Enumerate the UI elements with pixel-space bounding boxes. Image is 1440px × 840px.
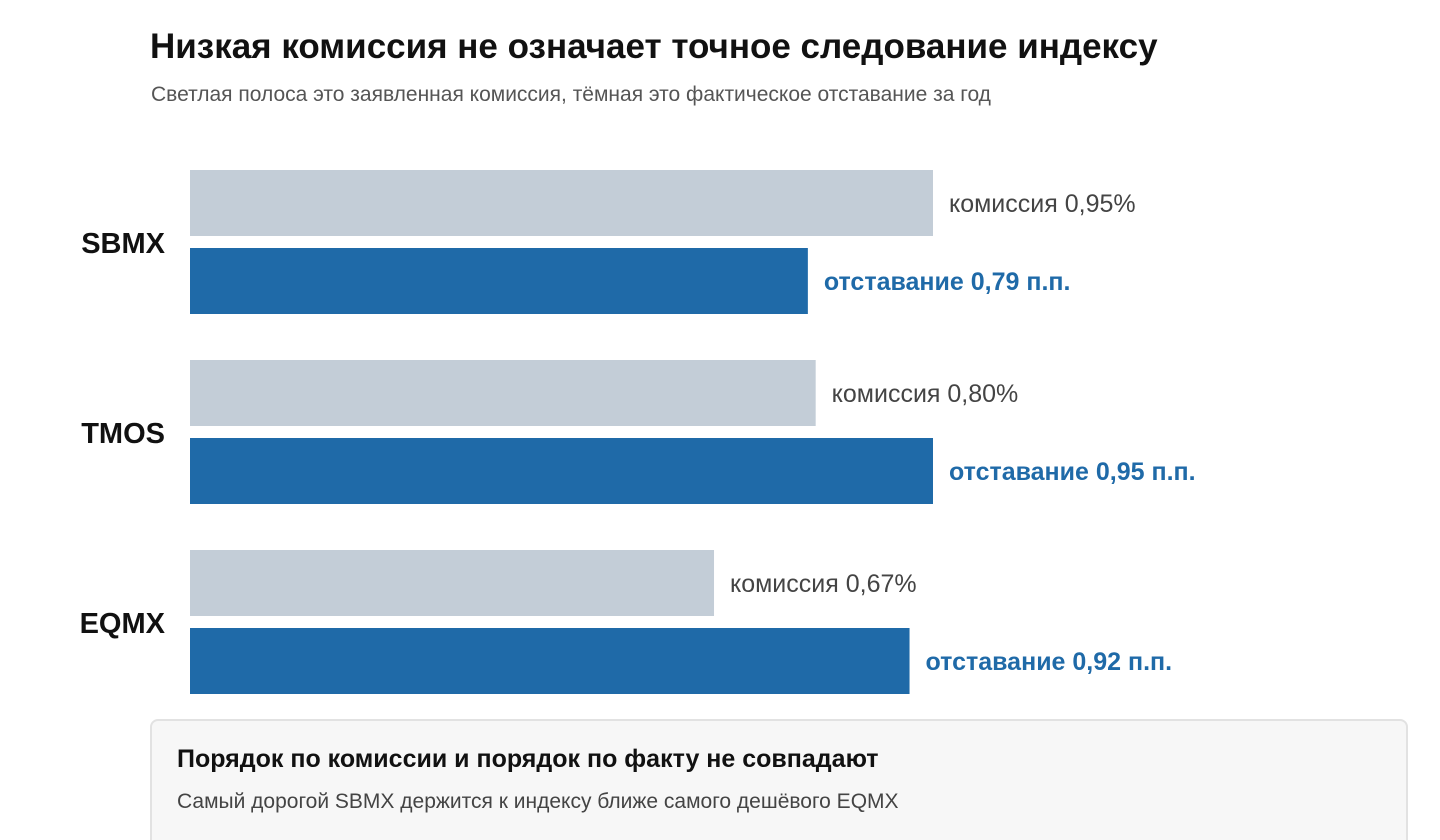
lag-bar-eqmx (190, 628, 910, 694)
fee-label-tmos: комиссия 0,80% (832, 380, 1019, 408)
lag-bar-tmos (190, 438, 933, 504)
fee-label-sbmx: комиссия 0,95% (949, 190, 1136, 218)
note-box: Порядок по комиссии и порядок по факту н… (150, 719, 1408, 840)
lag-label-sbmx: отставание 0,79 п.п. (824, 268, 1071, 296)
lag-label-tmos: отставание 0,95 п.п. (949, 458, 1196, 486)
bar-chart: SBMX комиссия 0,95% отставание 0,79 п.п. TM… (80, 170, 1196, 694)
category-label-eqmx: EQMX (80, 608, 166, 640)
fee-bar-tmos (190, 360, 816, 426)
fee-label-eqmx: комиссия 0,67% (730, 570, 917, 598)
fee-bar-eqmx (190, 550, 715, 616)
fee-bar-sbmx (190, 170, 933, 236)
lag-label-eqmx: отставание 0,92 п.п. (926, 648, 1173, 676)
chart-subtitle: Светлая полоса это заявленная комиссия, … (151, 83, 991, 106)
category-label-sbmx: SBMX (81, 228, 165, 260)
lag-bar-sbmx (190, 248, 808, 314)
note-text: Самый дорогой SBMX держится к индексу бл… (177, 790, 899, 813)
note-title: Порядок по комиссии и порядок по факту н… (177, 745, 879, 773)
category-label-tmos: TMOS (81, 418, 165, 450)
chart-title: Низкая комиссия не означает точное следо… (150, 27, 1158, 66)
